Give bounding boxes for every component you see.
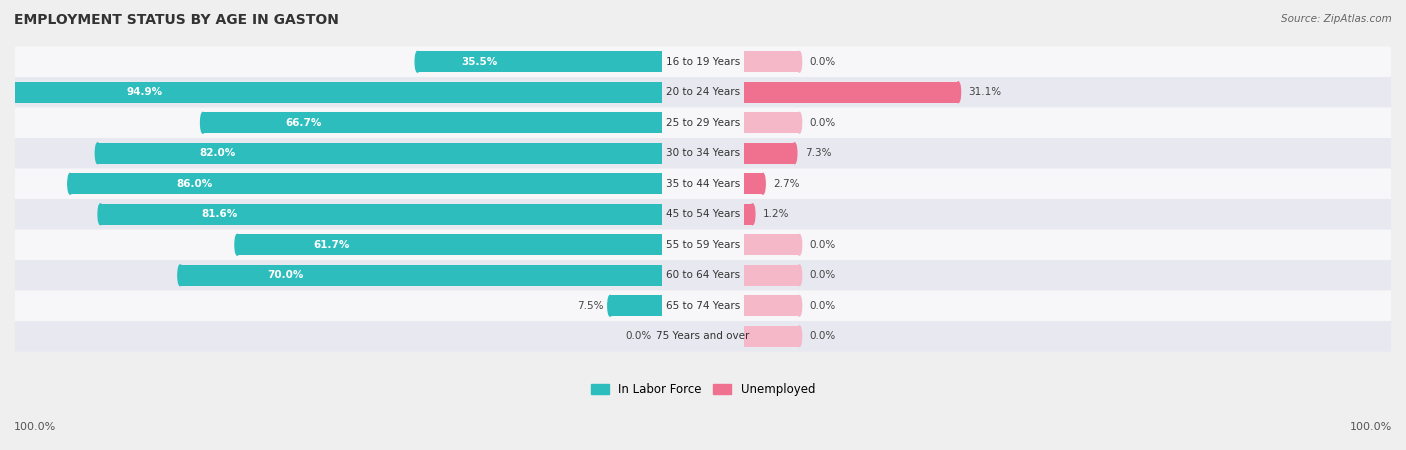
Text: 16 to 19 Years: 16 to 19 Years [666, 57, 740, 67]
Text: 75 Years and over: 75 Years and over [657, 331, 749, 341]
Bar [70, 173, 662, 194]
Text: 2.7%: 2.7% [773, 179, 800, 189]
Bar [8, 82, 662, 103]
Circle shape [235, 234, 239, 255]
Text: 0.0%: 0.0% [810, 118, 837, 128]
Bar [202, 112, 662, 133]
FancyBboxPatch shape [15, 230, 1391, 260]
Text: 94.9%: 94.9% [127, 87, 163, 97]
Text: 81.6%: 81.6% [201, 209, 238, 219]
Bar [100, 204, 662, 225]
Text: 86.0%: 86.0% [177, 179, 212, 189]
Bar [744, 173, 763, 194]
Text: 60 to 64 Years: 60 to 64 Years [666, 270, 740, 280]
Text: 82.0%: 82.0% [200, 148, 235, 158]
Circle shape [797, 265, 801, 286]
Text: 0.0%: 0.0% [810, 331, 837, 341]
Text: 100.0%: 100.0% [14, 422, 56, 432]
Bar [744, 326, 799, 346]
Circle shape [7, 82, 11, 103]
Text: 61.7%: 61.7% [314, 240, 350, 250]
Text: 30 to 34 Years: 30 to 34 Years [666, 148, 740, 158]
Bar [744, 51, 799, 72]
Text: 0.0%: 0.0% [810, 270, 837, 280]
Bar [610, 295, 662, 316]
FancyBboxPatch shape [15, 138, 1391, 168]
Circle shape [67, 173, 73, 194]
Text: 1.2%: 1.2% [763, 209, 789, 219]
Text: 70.0%: 70.0% [267, 270, 304, 280]
Text: 65 to 74 Years: 65 to 74 Years [666, 301, 740, 311]
Text: 66.7%: 66.7% [285, 118, 322, 128]
Legend: In Labor Force, Unemployed: In Labor Force, Unemployed [586, 378, 820, 400]
Circle shape [415, 51, 420, 72]
Text: 35.5%: 35.5% [461, 57, 498, 67]
Circle shape [792, 143, 797, 164]
FancyBboxPatch shape [15, 108, 1391, 138]
Circle shape [797, 112, 801, 133]
Text: 0.0%: 0.0% [626, 331, 651, 341]
FancyBboxPatch shape [15, 260, 1391, 291]
Circle shape [797, 234, 801, 255]
Text: EMPLOYMENT STATUS BY AGE IN GASTON: EMPLOYMENT STATUS BY AGE IN GASTON [14, 14, 339, 27]
Text: 31.1%: 31.1% [969, 87, 1001, 97]
Text: Source: ZipAtlas.com: Source: ZipAtlas.com [1281, 14, 1392, 23]
FancyBboxPatch shape [15, 46, 1391, 77]
Text: 7.3%: 7.3% [804, 148, 831, 158]
FancyBboxPatch shape [15, 168, 1391, 199]
Bar [238, 234, 662, 255]
FancyBboxPatch shape [15, 321, 1391, 351]
Text: 100.0%: 100.0% [1350, 422, 1392, 432]
Bar [744, 112, 799, 133]
Text: 0.0%: 0.0% [810, 57, 837, 67]
Bar [744, 204, 752, 225]
Text: 55 to 59 Years: 55 to 59 Years [666, 240, 740, 250]
FancyBboxPatch shape [15, 291, 1391, 321]
Text: 7.5%: 7.5% [576, 301, 603, 311]
Circle shape [607, 295, 613, 316]
Text: 0.0%: 0.0% [810, 240, 837, 250]
Text: 20 to 24 Years: 20 to 24 Years [666, 87, 740, 97]
Circle shape [797, 295, 801, 316]
Circle shape [751, 204, 755, 225]
Circle shape [201, 112, 205, 133]
Circle shape [797, 326, 801, 346]
Bar [180, 265, 662, 286]
Text: 45 to 54 Years: 45 to 54 Years [666, 209, 740, 219]
Circle shape [797, 51, 801, 72]
Circle shape [96, 143, 100, 164]
Bar [744, 295, 799, 316]
Bar [744, 234, 799, 255]
FancyBboxPatch shape [15, 77, 1391, 108]
Bar [97, 143, 662, 164]
Circle shape [761, 173, 765, 194]
Circle shape [179, 265, 183, 286]
Bar [418, 51, 662, 72]
Bar [744, 143, 794, 164]
Circle shape [98, 204, 103, 225]
Text: 25 to 29 Years: 25 to 29 Years [666, 118, 740, 128]
Text: 35 to 44 Years: 35 to 44 Years [666, 179, 740, 189]
Bar [744, 82, 959, 103]
Bar [744, 265, 799, 286]
Circle shape [956, 82, 960, 103]
FancyBboxPatch shape [15, 199, 1391, 230]
Text: 0.0%: 0.0% [810, 301, 837, 311]
